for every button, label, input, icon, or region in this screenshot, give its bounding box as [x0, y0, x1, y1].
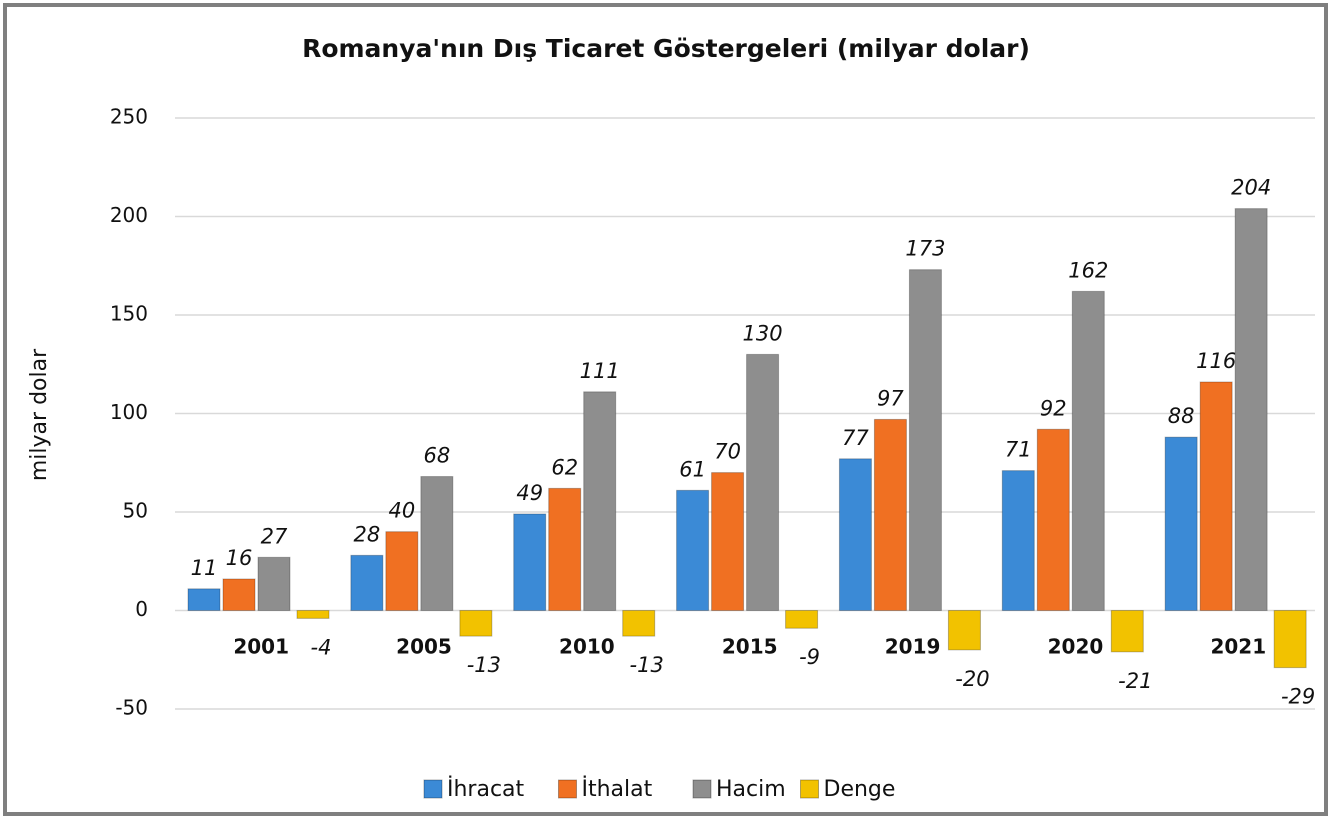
legend-swatch — [800, 779, 819, 799]
bar — [513, 513, 547, 611]
bar — [548, 487, 582, 611]
legend-label: Hacim — [716, 777, 786, 802]
value-label: 61 — [679, 457, 706, 481]
value-label: 11 — [191, 556, 218, 580]
y-tick-label: 100 — [110, 400, 148, 424]
x-tick-label: 2020 — [1048, 635, 1104, 659]
chart-frame — [3, 3, 1328, 816]
bar — [785, 610, 819, 629]
y-tick-label: -50 — [115, 696, 148, 720]
value-label: 62 — [551, 455, 578, 479]
value-label: 77 — [842, 426, 869, 450]
y-tick-label: 200 — [110, 203, 148, 227]
x-tick-label: 2001 — [233, 635, 289, 659]
legend-label: İthalat — [582, 776, 653, 802]
bar — [1164, 436, 1198, 612]
y-tick-label: 250 — [110, 105, 148, 129]
value-label: -9 — [799, 645, 820, 669]
x-tick-label: 2015 — [722, 635, 778, 659]
bar — [908, 269, 942, 611]
value-label: 162 — [1068, 258, 1108, 282]
bar — [746, 353, 780, 611]
value-label: 28 — [353, 522, 380, 546]
bar — [1199, 381, 1233, 612]
bar — [583, 391, 617, 611]
legend-swatch — [692, 779, 712, 799]
bar — [1110, 610, 1144, 653]
y-tick-label: 0 — [135, 597, 148, 621]
value-label: 88 — [1168, 404, 1195, 428]
value-label: 68 — [423, 444, 450, 468]
legend-label: İhracat — [447, 776, 525, 802]
bar — [1273, 610, 1307, 669]
bar — [1036, 428, 1070, 612]
bar — [1001, 470, 1035, 611]
value-label: 130 — [743, 321, 783, 345]
bar — [257, 556, 291, 611]
bar — [385, 531, 419, 612]
bar — [222, 578, 256, 611]
value-label: 16 — [226, 546, 253, 570]
value-label: -20 — [955, 667, 989, 691]
bar — [676, 489, 710, 611]
y-tick-label: 50 — [123, 499, 148, 523]
bar — [711, 472, 745, 611]
bar — [622, 610, 656, 637]
value-label: -21 — [1118, 669, 1152, 693]
value-label: -13 — [467, 653, 501, 677]
value-label: 49 — [516, 481, 543, 505]
x-tick-label: 2021 — [1210, 635, 1266, 659]
value-label: 71 — [1005, 438, 1032, 462]
bar — [838, 458, 872, 611]
legend-label: Denge — [824, 777, 896, 802]
bar — [187, 588, 221, 612]
value-label: 173 — [905, 237, 945, 261]
x-tick-label: 2019 — [885, 635, 941, 659]
bar — [296, 610, 330, 619]
value-label: 92 — [1040, 396, 1067, 420]
value-label: -4 — [311, 635, 332, 659]
bar — [350, 554, 384, 612]
value-label: 70 — [714, 440, 741, 464]
value-label: 204 — [1231, 176, 1271, 200]
legend-swatch — [558, 779, 577, 799]
value-label: 116 — [1196, 349, 1236, 373]
y-axis-label: milyar dolar — [27, 348, 52, 481]
bar — [947, 610, 981, 651]
bar — [1234, 208, 1268, 611]
bar — [420, 476, 454, 612]
x-tick-label: 2010 — [559, 635, 615, 659]
bar — [1071, 290, 1105, 611]
bar — [459, 610, 493, 637]
value-label: -13 — [630, 653, 664, 677]
value-label: 111 — [580, 359, 620, 383]
chart-title: Romanya'nın Dış Ticaret Göstergeleri (mi… — [302, 34, 1030, 63]
value-label: 27 — [261, 524, 288, 548]
x-tick-label: 2005 — [396, 635, 452, 659]
y-tick-label: 150 — [110, 302, 148, 326]
legend-swatch — [423, 779, 443, 799]
bar — [873, 418, 907, 611]
value-label: 97 — [877, 386, 904, 410]
value-label: -29 — [1281, 685, 1315, 709]
value-label: 40 — [388, 499, 415, 523]
